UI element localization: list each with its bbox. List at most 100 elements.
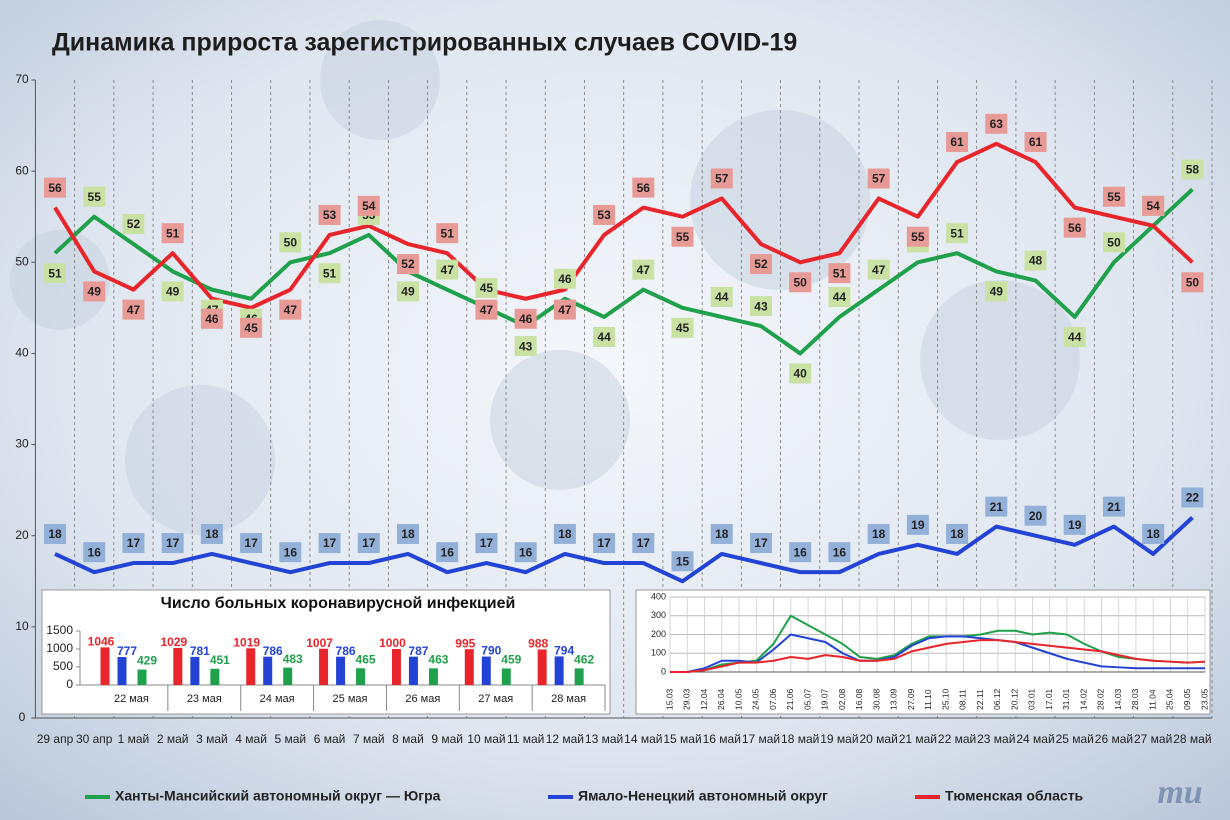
label-box bbox=[906, 226, 929, 247]
label-box bbox=[1142, 523, 1165, 544]
label-box bbox=[828, 286, 851, 307]
label-box bbox=[749, 254, 772, 275]
x-tick-label: 09.05 bbox=[1182, 688, 1192, 710]
data-label: 786 bbox=[263, 644, 283, 658]
bar bbox=[190, 656, 200, 685]
data-label: 1007 bbox=[306, 636, 333, 650]
line-series bbox=[53, 141, 1194, 310]
line-series bbox=[670, 633, 1205, 673]
data-label: 46 bbox=[558, 272, 572, 286]
x-tick-label: 24.05 bbox=[751, 688, 761, 710]
x-tick-label: 26 мая bbox=[405, 693, 440, 705]
data-label: 51 bbox=[833, 266, 847, 280]
bar bbox=[137, 669, 147, 685]
data-label: 17 bbox=[244, 536, 258, 550]
label-box bbox=[632, 177, 655, 198]
x-tick-label: 13.09 bbox=[889, 688, 899, 710]
bar bbox=[464, 649, 474, 685]
x-tick-label: 21.06 bbox=[785, 688, 795, 710]
x-tick-label: 15 май bbox=[663, 732, 701, 746]
label-box bbox=[1181, 272, 1204, 293]
y-tick-label: 40 bbox=[15, 346, 29, 360]
label-box bbox=[161, 533, 184, 554]
data-label: 787 bbox=[408, 644, 428, 658]
data-label: 18 bbox=[1146, 527, 1160, 541]
data-label: 17 bbox=[166, 536, 180, 550]
x-tick-label: 19 май bbox=[820, 732, 858, 746]
line-series bbox=[54, 516, 1194, 584]
y-tick-label: 30 bbox=[15, 437, 29, 451]
data-label: 17 bbox=[323, 536, 337, 550]
label-box bbox=[436, 223, 459, 244]
label-box bbox=[122, 299, 145, 320]
data-label: 61 bbox=[950, 135, 964, 149]
data-label: 51 bbox=[441, 226, 455, 240]
data-label: 52 bbox=[754, 257, 768, 271]
x-tick-label: 22 май bbox=[938, 732, 976, 746]
bar bbox=[501, 668, 511, 685]
label-box bbox=[200, 523, 223, 544]
x-tick-label: 6 май bbox=[314, 732, 346, 746]
label-box bbox=[946, 523, 969, 544]
x-tick-label: 5 май bbox=[275, 732, 307, 746]
data-label: 43 bbox=[754, 299, 768, 313]
inset-bar-chart: Число больных коронавирусной инфекцией 0 5… bbox=[46, 595, 606, 711]
data-label: 16 bbox=[833, 545, 847, 559]
data-label: 988 bbox=[528, 637, 548, 651]
bar bbox=[246, 648, 256, 685]
x-tick-label: 05.07 bbox=[802, 688, 812, 710]
label-box bbox=[671, 317, 694, 338]
x-tick-label: 26.04 bbox=[716, 688, 726, 710]
label-box bbox=[1063, 217, 1086, 238]
data-label: 483 bbox=[283, 652, 303, 666]
data-label: 56 bbox=[1068, 221, 1082, 235]
data-label: 47 bbox=[637, 263, 651, 277]
data-label: 47 bbox=[558, 303, 572, 317]
label-box bbox=[475, 277, 498, 298]
data-label: 44 bbox=[597, 330, 611, 344]
label-box bbox=[1063, 326, 1086, 347]
label-box bbox=[514, 308, 537, 329]
label-box bbox=[985, 496, 1008, 517]
data-label: 16 bbox=[284, 545, 298, 559]
data-label: 18 bbox=[950, 527, 964, 541]
label-box bbox=[83, 186, 106, 207]
data-label: 459 bbox=[501, 653, 521, 667]
data-label: 57 bbox=[872, 172, 886, 186]
data-label: 17 bbox=[637, 536, 651, 550]
data-label: 786 bbox=[336, 644, 356, 658]
data-label: 18 bbox=[715, 527, 729, 541]
data-label: 451 bbox=[210, 653, 230, 667]
data-label: 17 bbox=[754, 536, 768, 550]
chart-title: Число больных коронавирусной инфекцией bbox=[161, 595, 516, 612]
x-tick-label: 11 май bbox=[507, 732, 544, 746]
label-box bbox=[710, 286, 733, 307]
data-label: 1029 bbox=[161, 635, 188, 649]
data-label: 463 bbox=[428, 653, 448, 667]
label-box bbox=[985, 113, 1008, 134]
data-label: 781 bbox=[190, 644, 210, 658]
x-tick-label: 20 май bbox=[859, 732, 897, 746]
x-tick-label: 30 апр bbox=[76, 732, 113, 746]
x-tick-label: 29 апр bbox=[37, 732, 74, 746]
data-label: 462 bbox=[574, 653, 594, 667]
x-tick-label: 25.04 bbox=[1165, 688, 1175, 710]
x-tick-label: 30.08 bbox=[871, 688, 881, 710]
x-tick-label: 22 мая bbox=[114, 693, 149, 705]
data-label: 995 bbox=[455, 636, 475, 650]
data-label: 54 bbox=[1146, 199, 1160, 213]
data-label: 794 bbox=[554, 644, 574, 658]
label-box bbox=[318, 204, 341, 225]
x-tick-label: 27 май bbox=[1134, 732, 1172, 746]
label-box bbox=[553, 268, 576, 289]
x-tick-label: 15.03 bbox=[664, 688, 674, 710]
data-label: 52 bbox=[127, 217, 141, 231]
data-label: 48 bbox=[1029, 254, 1043, 268]
data-label: 777 bbox=[117, 644, 137, 658]
x-tick-label: 2 май bbox=[157, 732, 189, 746]
label-box bbox=[44, 177, 67, 198]
label-box bbox=[122, 214, 145, 235]
data-label: 45 bbox=[244, 321, 258, 335]
x-tick-label: 17 май bbox=[742, 732, 780, 746]
data-label: 47 bbox=[480, 303, 494, 317]
